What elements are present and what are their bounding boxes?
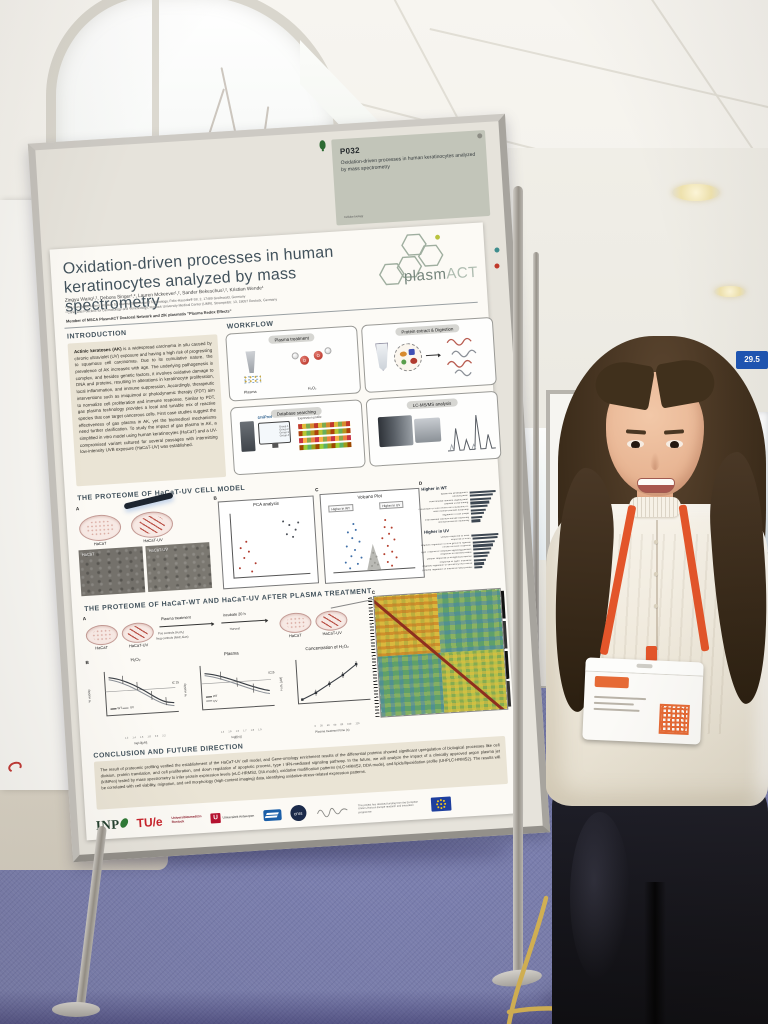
button	[654, 540, 658, 544]
poster-paper: Oxidation-driven processes in human kera…	[49, 222, 520, 841]
background-board-pole	[533, 252, 539, 672]
conference-badge	[582, 657, 704, 745]
blouse-collar	[629, 497, 681, 517]
workflow-box-lcms-analysis: LC-MS/MS analysis	[365, 390, 502, 467]
session-sign: 29.5	[736, 351, 768, 369]
chromatogram-peaks	[447, 415, 496, 452]
badge-qr-code	[658, 703, 690, 736]
chart-canvas	[199, 665, 275, 711]
chart-plasma-viability: Plasma % viability IC25 WT UV 1.4 1.5 1.6…	[183, 648, 280, 741]
chart-canvas	[103, 671, 179, 717]
badge-hole	[636, 663, 653, 669]
chart-h2o2-concentration: Concentration of H₂O₂ H₂O₂ [μM] 0 20 40 …	[279, 642, 376, 735]
window-mullion	[152, 0, 159, 254]
smiling-mouth	[637, 478, 675, 493]
chart-h2o2-viability: H₂O₂ % viability IC 25 WT UV 1.2 1.4 1.6…	[87, 654, 184, 747]
badge-logo	[594, 675, 630, 689]
partner-logo-row: INP TU/e Universitätsmedizin Rostock U Uni…	[95, 788, 510, 838]
ceiling-light	[672, 184, 720, 201]
button	[654, 572, 658, 576]
button-placket	[656, 520, 658, 650]
peptide-squiggles	[446, 337, 477, 377]
badge-text-line	[593, 701, 634, 706]
badge-text-line	[594, 695, 647, 701]
chart-canvas	[295, 659, 371, 705]
plasmact-logo: plasmACT	[349, 225, 480, 291]
lanyard-clip	[646, 646, 657, 661]
button	[654, 604, 658, 608]
hexagon-graphic	[378, 233, 444, 286]
nose	[650, 452, 660, 470]
poster-board: P032 Oxidation-driven processes in human…	[27, 113, 551, 863]
eye-right	[666, 440, 683, 448]
ceiling-light	[714, 286, 746, 297]
workflow-box-protein-digestion: Protein extract & Digestion	[360, 316, 497, 394]
black-pants	[552, 772, 768, 1024]
signature-logo	[316, 807, 348, 818]
eye-left	[627, 440, 644, 448]
board-right-pole	[513, 186, 523, 980]
badge-text-line	[593, 707, 640, 712]
left-leg-foot	[52, 1002, 100, 1017]
